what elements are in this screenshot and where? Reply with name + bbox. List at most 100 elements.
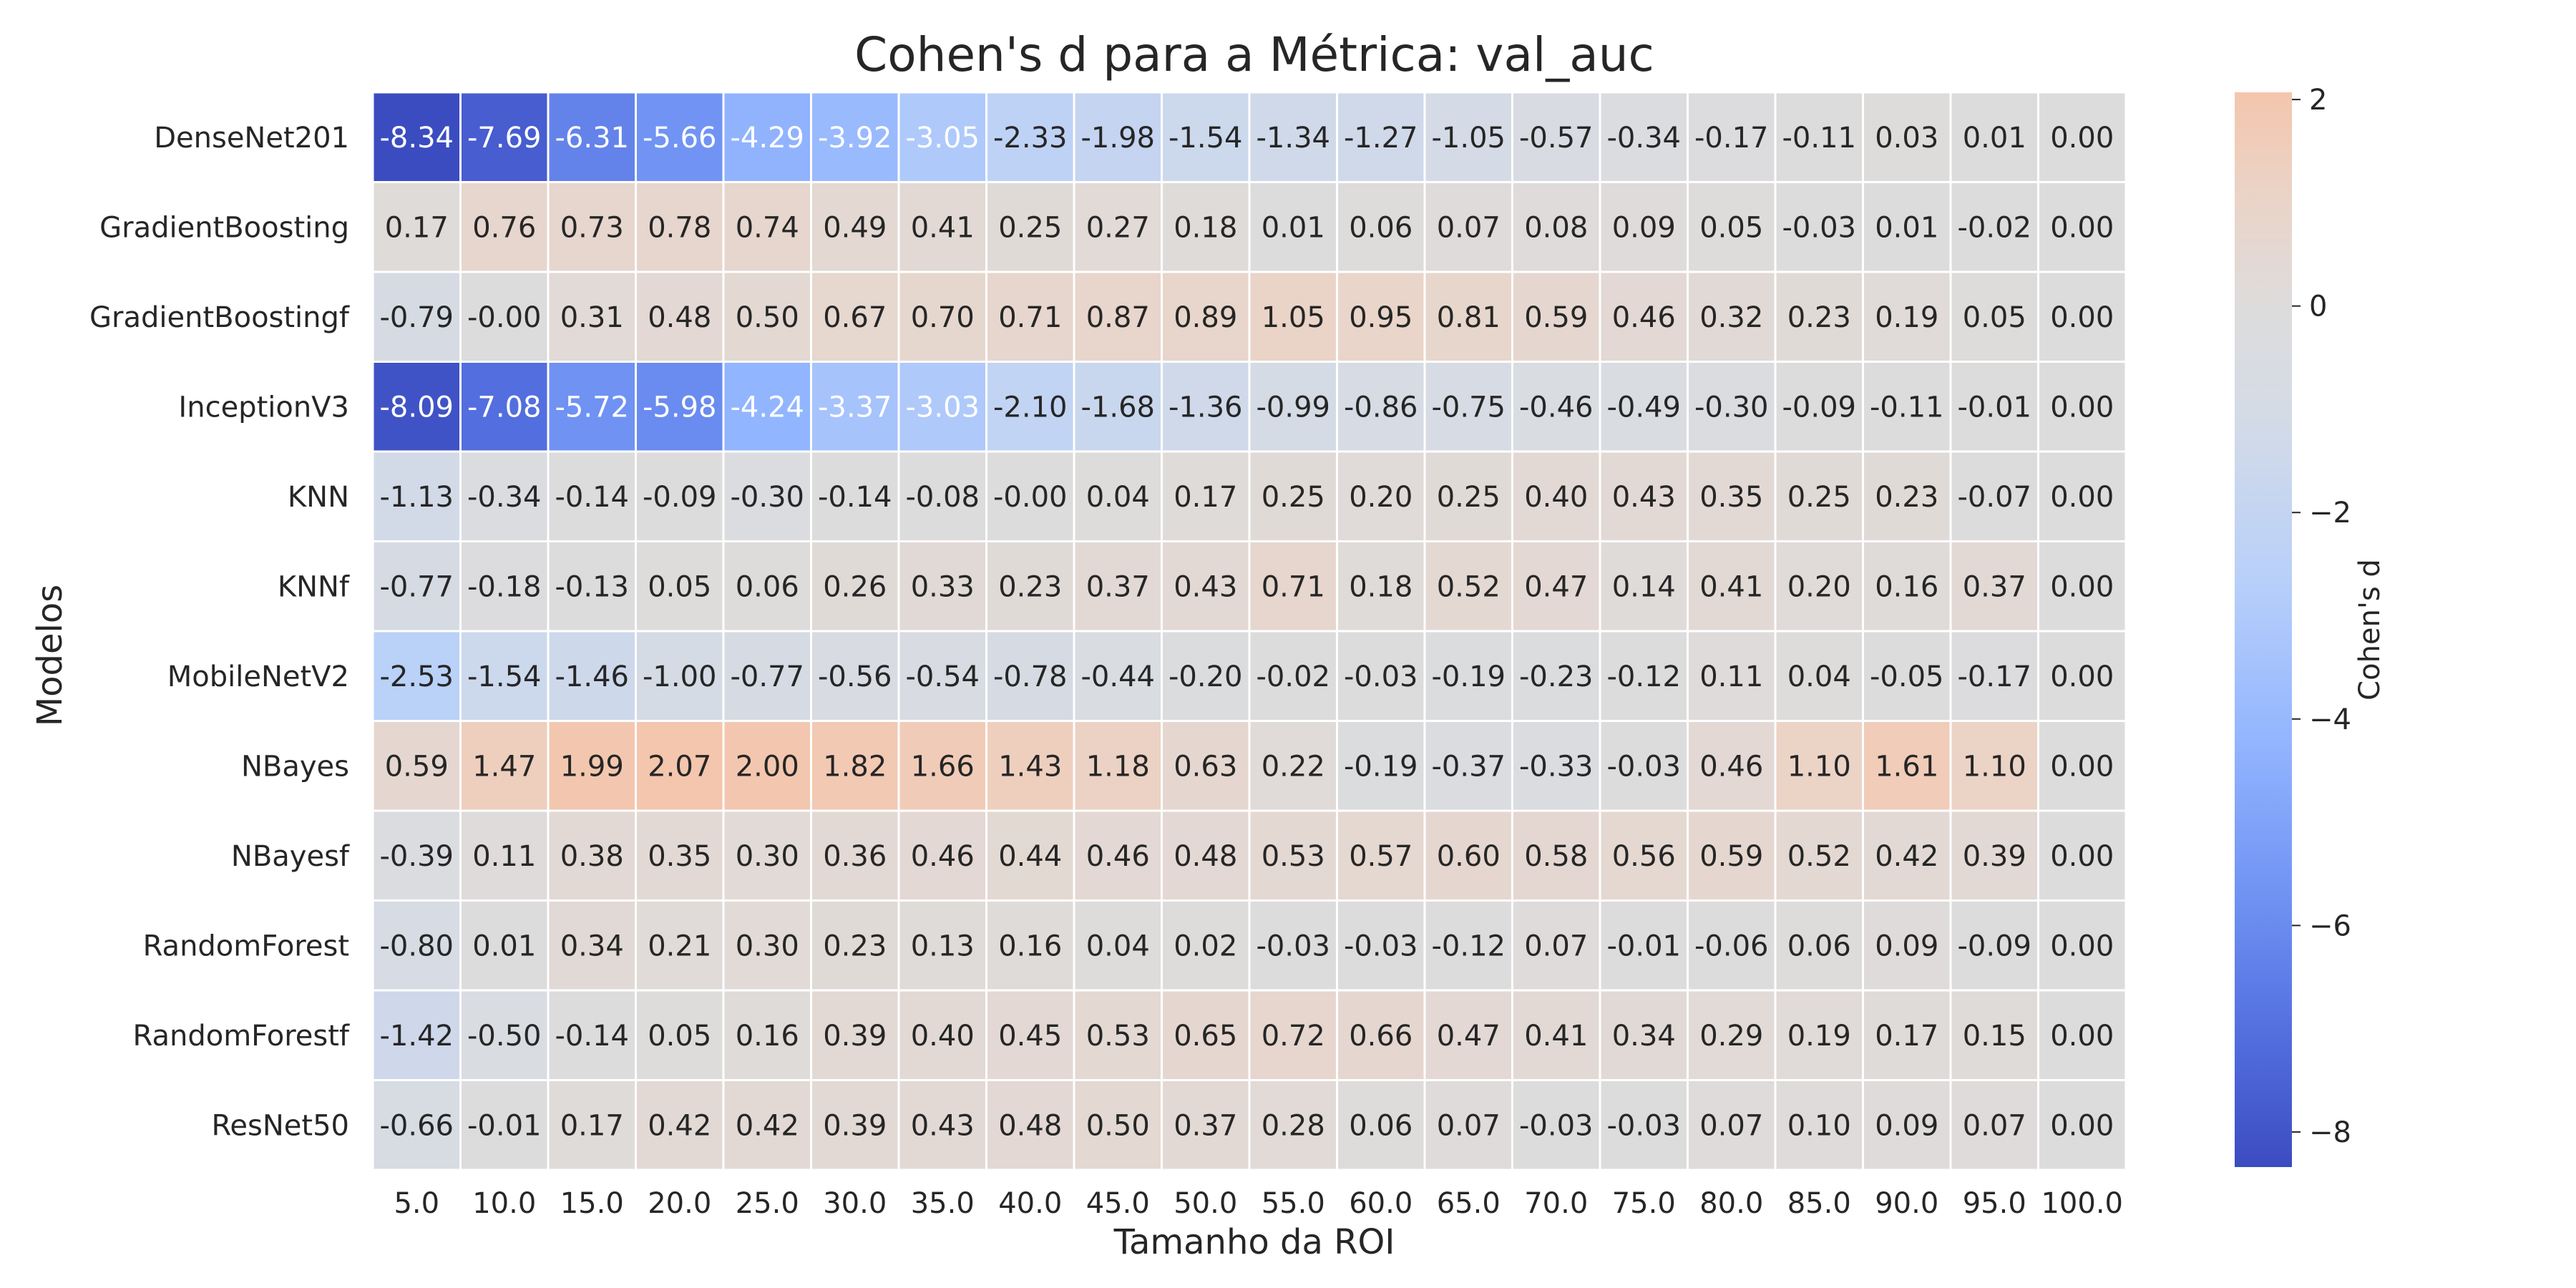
cell-value-label: 0.50 <box>1086 1109 1150 1142</box>
x-tick-label: 25.0 <box>736 1187 799 1220</box>
heatmap-cell <box>547 720 637 812</box>
cell-value-label: 0.60 <box>1437 840 1501 873</box>
heatmap-cell <box>1423 899 1513 992</box>
heatmap-cell <box>1862 989 1952 1081</box>
heatmap-cell <box>1073 270 1163 363</box>
cell-value-label: -5.98 <box>643 391 717 424</box>
cell-value-label: 0.06 <box>1349 211 1413 244</box>
cell-value-label: 1.82 <box>823 750 887 783</box>
cell-value-label: 0.01 <box>1875 211 1938 244</box>
cell-value-label: 0.00 <box>2050 1020 2114 1053</box>
cell-value-label: 0.58 <box>1524 840 1588 873</box>
cell-value-label: -5.66 <box>643 122 717 155</box>
cell-value-label: 0.71 <box>998 301 1062 334</box>
cell-value-label: 0.39 <box>1963 840 2026 873</box>
heatmap-cell <box>1687 270 1777 363</box>
cell-value-label: 0.23 <box>823 930 887 962</box>
x-tick-label: 80.0 <box>1699 1187 1763 1220</box>
cell-value-label: -4.29 <box>731 122 805 155</box>
cell-value-label: -0.03 <box>1344 660 1418 693</box>
heatmap-cell <box>1073 181 1163 273</box>
cell-value-label: 0.16 <box>1875 570 1938 603</box>
heatmap-cell <box>1423 270 1513 363</box>
cell-value-label: 0.34 <box>560 930 624 962</box>
cell-value-label: -7.69 <box>467 122 542 155</box>
cell-value-label: -0.57 <box>1519 122 1594 155</box>
cell-value-label: 0.05 <box>648 1020 711 1053</box>
cell-value-label: 0.36 <box>823 840 887 873</box>
cell-value-label: -0.09 <box>643 481 717 514</box>
heatmap-cell <box>897 361 987 453</box>
cell-value-label: 0.05 <box>648 570 711 603</box>
heatmap-cell <box>897 630 987 722</box>
heatmap-cell <box>722 720 812 812</box>
cell-value-label: -1.13 <box>380 481 454 514</box>
heatmap-cell <box>547 450 637 542</box>
heatmap-cell <box>897 899 987 992</box>
heatmap-cell <box>1774 361 1864 453</box>
heatmap-cell <box>1774 181 1864 273</box>
heatmap-cell <box>1423 361 1513 453</box>
cell-value-label: 1.47 <box>472 750 536 783</box>
heatmap-cell <box>1248 630 1338 722</box>
cell-value-label: 0.32 <box>1699 301 1763 334</box>
heatmap-cell <box>1862 361 1952 453</box>
cell-value-label: 1.66 <box>911 750 975 783</box>
heatmap-cell <box>985 270 1075 363</box>
colorbar-tick-label: 0 <box>2309 291 2327 323</box>
cell-value-label: 0.87 <box>1086 301 1150 334</box>
cell-value-label: 0.42 <box>736 1109 799 1142</box>
cell-value-label: 0.35 <box>648 840 711 873</box>
x-tick-labels: 5.0 10.0 15.0 20.0 25.0 30.0 35.0 40.0 45.0 50.0 5… <box>394 1187 2123 1220</box>
y-tick-label: NBayesf <box>231 840 350 873</box>
cell-value-label: 0.07 <box>1963 1109 2026 1142</box>
heatmap-cell <box>810 361 900 453</box>
cell-value-label: -1.42 <box>380 1020 454 1053</box>
x-tick-label: 35.0 <box>911 1187 975 1220</box>
cell-value-label: 0.20 <box>1349 481 1413 514</box>
heatmap-cell <box>371 899 462 992</box>
cell-value-label: 1.61 <box>1875 750 1938 783</box>
cell-value-label: 0.17 <box>1174 481 1237 514</box>
cell-value-label: -1.34 <box>1257 122 1331 155</box>
heatmap-cell <box>2037 989 2127 1081</box>
cell-value-label: -0.54 <box>906 660 980 693</box>
heatmap-cell <box>635 630 725 722</box>
cell-value-label: 0.30 <box>736 840 799 873</box>
heatmap-cell <box>1336 361 1426 453</box>
heatmap-cell <box>2037 450 2127 542</box>
cell-value-label: -0.39 <box>380 840 454 873</box>
cell-value-label: 0.33 <box>911 570 975 603</box>
heatmap-cell <box>1336 630 1426 722</box>
cell-value-label: -0.19 <box>1432 660 1506 693</box>
heatmap-cell <box>1073 361 1163 453</box>
cell-value-label: 0.11 <box>1699 660 1763 693</box>
heatmap-cell <box>2037 1079 2127 1171</box>
x-tick-label: 60.0 <box>1349 1187 1413 1220</box>
heatmap-cell <box>1248 989 1338 1081</box>
cell-value-label: -0.17 <box>1958 660 2032 693</box>
cell-value-label: 0.44 <box>998 840 1062 873</box>
cell-value-label: 0.34 <box>1612 1020 1676 1053</box>
cell-value-label: 0.53 <box>1086 1020 1150 1053</box>
cell-value-label: 0.17 <box>1875 1020 1938 1053</box>
cell-value-label: 0.41 <box>1699 570 1763 603</box>
cell-value-label: -3.03 <box>906 391 980 424</box>
cell-value-label: -0.11 <box>1870 391 1944 424</box>
colorbar-tick-label: 2 <box>2309 84 2327 117</box>
cell-value-label: -1.68 <box>1081 391 1156 424</box>
cell-value-label: -0.07 <box>1958 481 2032 514</box>
colorbar-label: Cohen's d <box>2353 559 2386 701</box>
cell-value-label: 0.11 <box>472 840 536 873</box>
cell-value-label: -0.34 <box>1607 122 1682 155</box>
y-tick-label: ResNet50 <box>211 1109 349 1142</box>
cell-value-label: 0.00 <box>2050 301 2114 334</box>
cell-value-label: -0.02 <box>1958 211 2032 244</box>
y-tick-labels: DenseNet201 GradientBoosting GradientBoost… <box>89 122 350 1143</box>
cell-value-label: 0.08 <box>1524 211 1588 244</box>
cell-value-label: 0.89 <box>1174 301 1237 334</box>
cell-value-label: 0.03 <box>1875 122 1938 155</box>
colorbar-tick-label: −8 <box>2309 1116 2351 1149</box>
x-tick-label: 95.0 <box>1963 1187 2026 1220</box>
